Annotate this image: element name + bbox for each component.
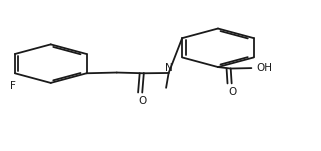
Text: O: O: [139, 96, 147, 106]
Text: O: O: [228, 87, 236, 97]
Text: N: N: [165, 63, 172, 72]
Text: OH: OH: [256, 63, 272, 73]
Text: F: F: [10, 81, 16, 91]
